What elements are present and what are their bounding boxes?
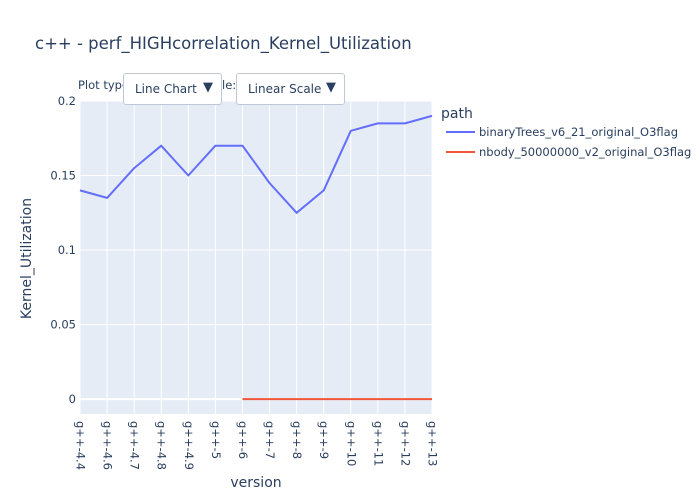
- y-tick-label: 0.05: [50, 318, 76, 332]
- scale-dropdown[interactable]: Linear Scale ▼: [236, 73, 345, 105]
- scale-dropdown-value: Linear Scale: [248, 82, 322, 96]
- plot-type-dropdown[interactable]: Line Chart ▼: [123, 73, 222, 105]
- x-axis-title: version: [230, 475, 281, 491]
- plot-type-dropdown-value: Line Chart: [135, 82, 197, 96]
- x-tick-label: g++-4.8: [155, 421, 169, 470]
- legend-title: path: [441, 106, 473, 122]
- chart-title: c++ - perf_HIGHcorrelation_Kernel_Utiliz…: [35, 34, 412, 53]
- chevron-down-icon: ▼: [326, 80, 336, 95]
- chevron-down-icon: ▼: [203, 80, 213, 95]
- x-tick-label: g++-12: [398, 421, 412, 466]
- legend-item-label: binaryTrees_v6_21_original_O3flag: [479, 125, 678, 139]
- x-tick-label: g++-4.7: [128, 421, 142, 470]
- x-tick-label: g++-13: [426, 421, 440, 466]
- x-tick-label: g++-10: [344, 421, 358, 466]
- x-tick-label: g++-4.6: [101, 421, 115, 470]
- x-tick-label: g++-4.9: [182, 421, 196, 470]
- x-tick-label: g++-11: [371, 421, 385, 466]
- x-tick-label: g++-6: [236, 421, 250, 459]
- x-tick-label: g++-7: [263, 421, 277, 459]
- legend: path binaryTrees_v6_21_original_O3flagnbo…: [441, 106, 691, 159]
- y-axis-title: Kernel_Utilization: [19, 198, 35, 319]
- x-tick-label: g++-4.4: [74, 421, 88, 470]
- x-tick-label: g++-5: [209, 421, 223, 459]
- y-tick-label: 0.1: [58, 243, 76, 257]
- legend-item-label: nbody_50000000_v2_original_O3flag: [479, 145, 691, 159]
- plot-area: [80, 101, 432, 414]
- plot-type-label: Plot type: [78, 78, 130, 92]
- scale-label: le:: [222, 78, 237, 92]
- x-tick-label: g++-8: [290, 421, 304, 459]
- y-tick-label: 0.15: [50, 169, 76, 183]
- y-tick-label: 0.2: [58, 94, 76, 108]
- x-tick-label: g++-9: [317, 421, 331, 459]
- series-line: [79, 114, 433, 214]
- y-tick-label: 0: [69, 392, 76, 406]
